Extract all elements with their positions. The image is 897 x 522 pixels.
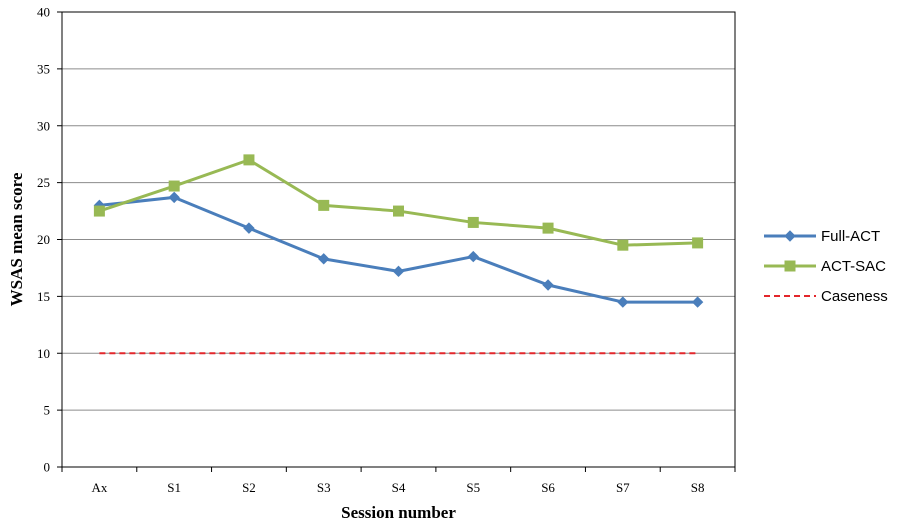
x-tick-label: S8 (691, 480, 705, 495)
data-point-full-act (318, 253, 330, 265)
data-point-act-sac (168, 180, 180, 192)
x-axis-ticks: Ax S1 S2 S3 S4 S5 S6 S7 S8 (61, 467, 736, 495)
data-point-act-sac (243, 154, 255, 166)
y-tick-label: 40 (37, 5, 50, 20)
data-point-full-act (243, 222, 255, 234)
series-act-sac (93, 154, 704, 251)
x-tick-label: Ax (91, 480, 107, 495)
y-tick-label: 10 (37, 346, 50, 361)
y-axis-ticks: 0 5 10 15 20 25 30 35 40 (37, 5, 62, 475)
x-tick-label: S5 (466, 480, 480, 495)
data-point-act-sac (393, 205, 404, 217)
legend-item-full-act: Full-ACT (764, 228, 880, 245)
data-point-act-sac (93, 205, 105, 217)
y-tick-label: 20 (37, 232, 50, 247)
x-tick-label: S6 (541, 480, 555, 495)
data-point-act-sac (692, 237, 704, 249)
legend-label-act-sac: ACT-SAC (821, 258, 886, 275)
series-group (93, 154, 704, 355)
y-tick-label: 0 (44, 460, 51, 475)
x-tick-label: S3 (317, 480, 331, 495)
y-tick-label: 35 (37, 61, 50, 76)
data-point-full-act (467, 250, 479, 263)
y-tick-label: 15 (37, 289, 50, 304)
data-point-full-act (168, 191, 180, 204)
data-point-act-sac (542, 222, 554, 234)
x-tick-label: S2 (242, 480, 256, 495)
legend-label-caseness: Caseness (821, 288, 888, 305)
y-tick-label: 25 (37, 175, 50, 190)
gridlines (62, 68, 735, 411)
data-point-full-act (691, 296, 704, 308)
x-tick-label: S1 (167, 480, 181, 495)
y-axis-title: WSAS mean score (7, 172, 26, 306)
data-point-act-sac (617, 239, 629, 251)
legend-item-caseness: Caseness (764, 288, 888, 305)
series-full-act (93, 191, 704, 308)
legend-label-full-act: Full-ACT (821, 228, 880, 245)
y-tick-label: 5 (44, 403, 51, 418)
data-point-full-act (392, 265, 405, 278)
legend-marker-full-act (784, 230, 796, 242)
x-tick-label: S7 (616, 480, 630, 495)
data-point-act-sac (318, 199, 330, 211)
x-tick-label: S4 (392, 480, 406, 495)
legend: Full-ACT ACT-SAC Caseness (764, 228, 888, 305)
data-point-act-sac (467, 216, 479, 228)
y-tick-label: 30 (37, 118, 50, 133)
x-axis-title: Session number (341, 503, 456, 522)
legend-marker-act-sac (784, 260, 796, 272)
data-point-full-act (542, 279, 554, 291)
legend-item-act-sac: ACT-SAC (764, 258, 886, 275)
data-point-full-act (617, 296, 629, 308)
